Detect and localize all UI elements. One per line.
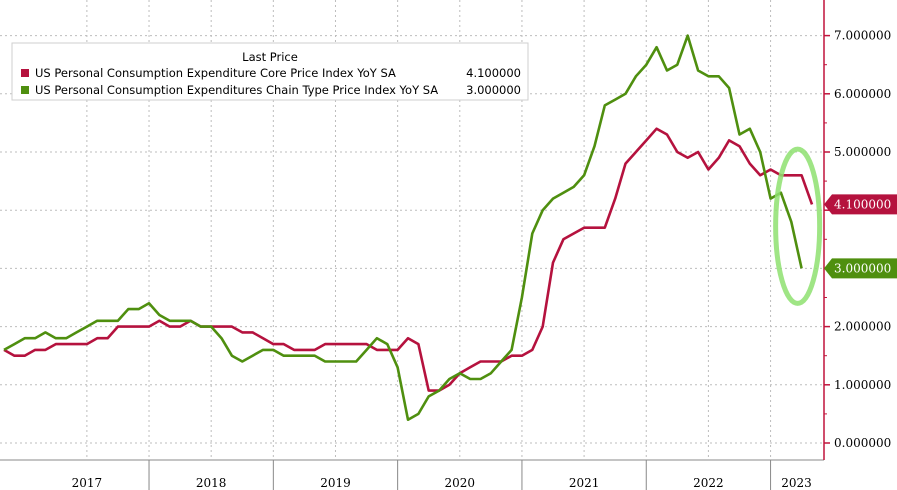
series-core-pce [3,127,814,392]
legend-swatch-headline [21,86,29,94]
highlight-ellipse [773,146,823,306]
last-value-label-core: 4.100000 [834,197,891,211]
x-tick-label-2022: 2022 [693,476,724,490]
y-tick-label-0: 0.000000 [834,436,891,450]
y-tick-label-1: 1.000000 [834,378,891,392]
highlight-ellipse-shape [773,146,823,306]
x-tick-label-2021: 2021 [569,476,600,490]
legend-value-core: 4.100000 [466,66,521,80]
last-value-label-headline: 3.000000 [834,261,891,275]
legend-header: Last Price [242,50,298,64]
legend-swatch-core [21,69,29,77]
legend-label-core: US Personal Consumption Expenditure Core… [35,66,396,80]
last-value-tag-headline [824,258,897,279]
legend-label-headline: US Personal Consumption Expenditures Cha… [35,83,438,97]
legend-box [11,42,529,101]
series-headline-pce [3,34,803,421]
x-axis: 2017 2018 2019 2020 2021 2022 2023 [0,459,824,490]
y-tick-label-6: 6.000000 [834,87,891,101]
last-value-tag-core [824,194,897,215]
x-tick-label-2020: 2020 [445,476,476,490]
x-tick-label-2023: 2023 [781,476,812,490]
y-tick-label-7: 7.000000 [834,29,891,43]
legend: Last Price US Personal Consumption Expen… [11,42,529,101]
legend-value-headline: 3.000000 [466,83,521,97]
last-value-tags: 4.100000 3.000000 [824,194,897,279]
x-tick-label-2019: 2019 [320,476,351,490]
y-tick-label-5: 5.000000 [834,145,891,159]
y-tick-label-2: 2.000000 [834,320,891,334]
series-line-headline [3,34,803,421]
x-tick-label-2017: 2017 [72,476,103,490]
x-tick-label-2018: 2018 [196,476,227,490]
